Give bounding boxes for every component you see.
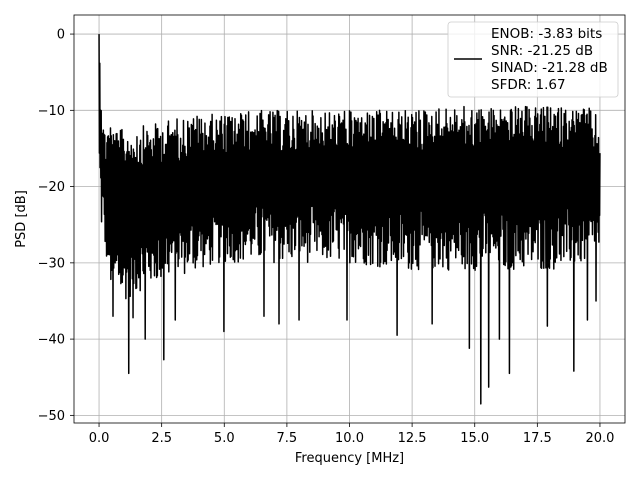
y-tick-label: −10 [38, 104, 65, 119]
x-tick-label: 2.5 [151, 431, 172, 446]
y-axis-label: PSD [dB] [14, 190, 29, 248]
x-tick-label: 5.0 [214, 431, 235, 446]
legend-box [447, 21, 619, 98]
y-tick-label: 0 [57, 28, 65, 43]
y-tick-label: −50 [38, 409, 65, 424]
x-tick-label: 0.0 [89, 431, 110, 446]
legend-label: ENOB: -3.83 bits SNR: -21.25 dB SINAD: -21… [491, 26, 608, 93]
y-tick-label: −40 [38, 333, 65, 348]
y-tick-label: −30 [38, 256, 65, 271]
legend-label-line: SFDR: 1.67 [491, 77, 566, 93]
psd-series-line [98, 34, 601, 405]
legend-label-line: SINAD: -21.28 dB [491, 60, 608, 76]
x-tick-label: 17.5 [523, 431, 552, 446]
y-tick-label: −20 [38, 180, 65, 195]
axis-ticks: 0.0 2.5 5.0 7.5 10.0 12.5 15.0 17.5 20.0 0 −10 −20 −… [38, 28, 615, 446]
series-layer [98, 34, 601, 405]
x-tick-label: 10.0 [335, 431, 364, 446]
legend-label-line: SNR: -21.25 dB [491, 43, 593, 59]
x-tick-label: 15.0 [460, 431, 489, 446]
x-tick-label: 7.5 [277, 431, 298, 446]
legend-label-line: ENOB: -3.83 bits [491, 26, 602, 42]
x-tick-label: 20.0 [585, 431, 614, 446]
x-axis-label: Frequency [MHz] [295, 451, 404, 466]
x-tick-label: 12.5 [398, 431, 427, 446]
legend: ENOB: -3.83 bits SNR: -21.25 dB SINAD: -21… [447, 21, 619, 98]
